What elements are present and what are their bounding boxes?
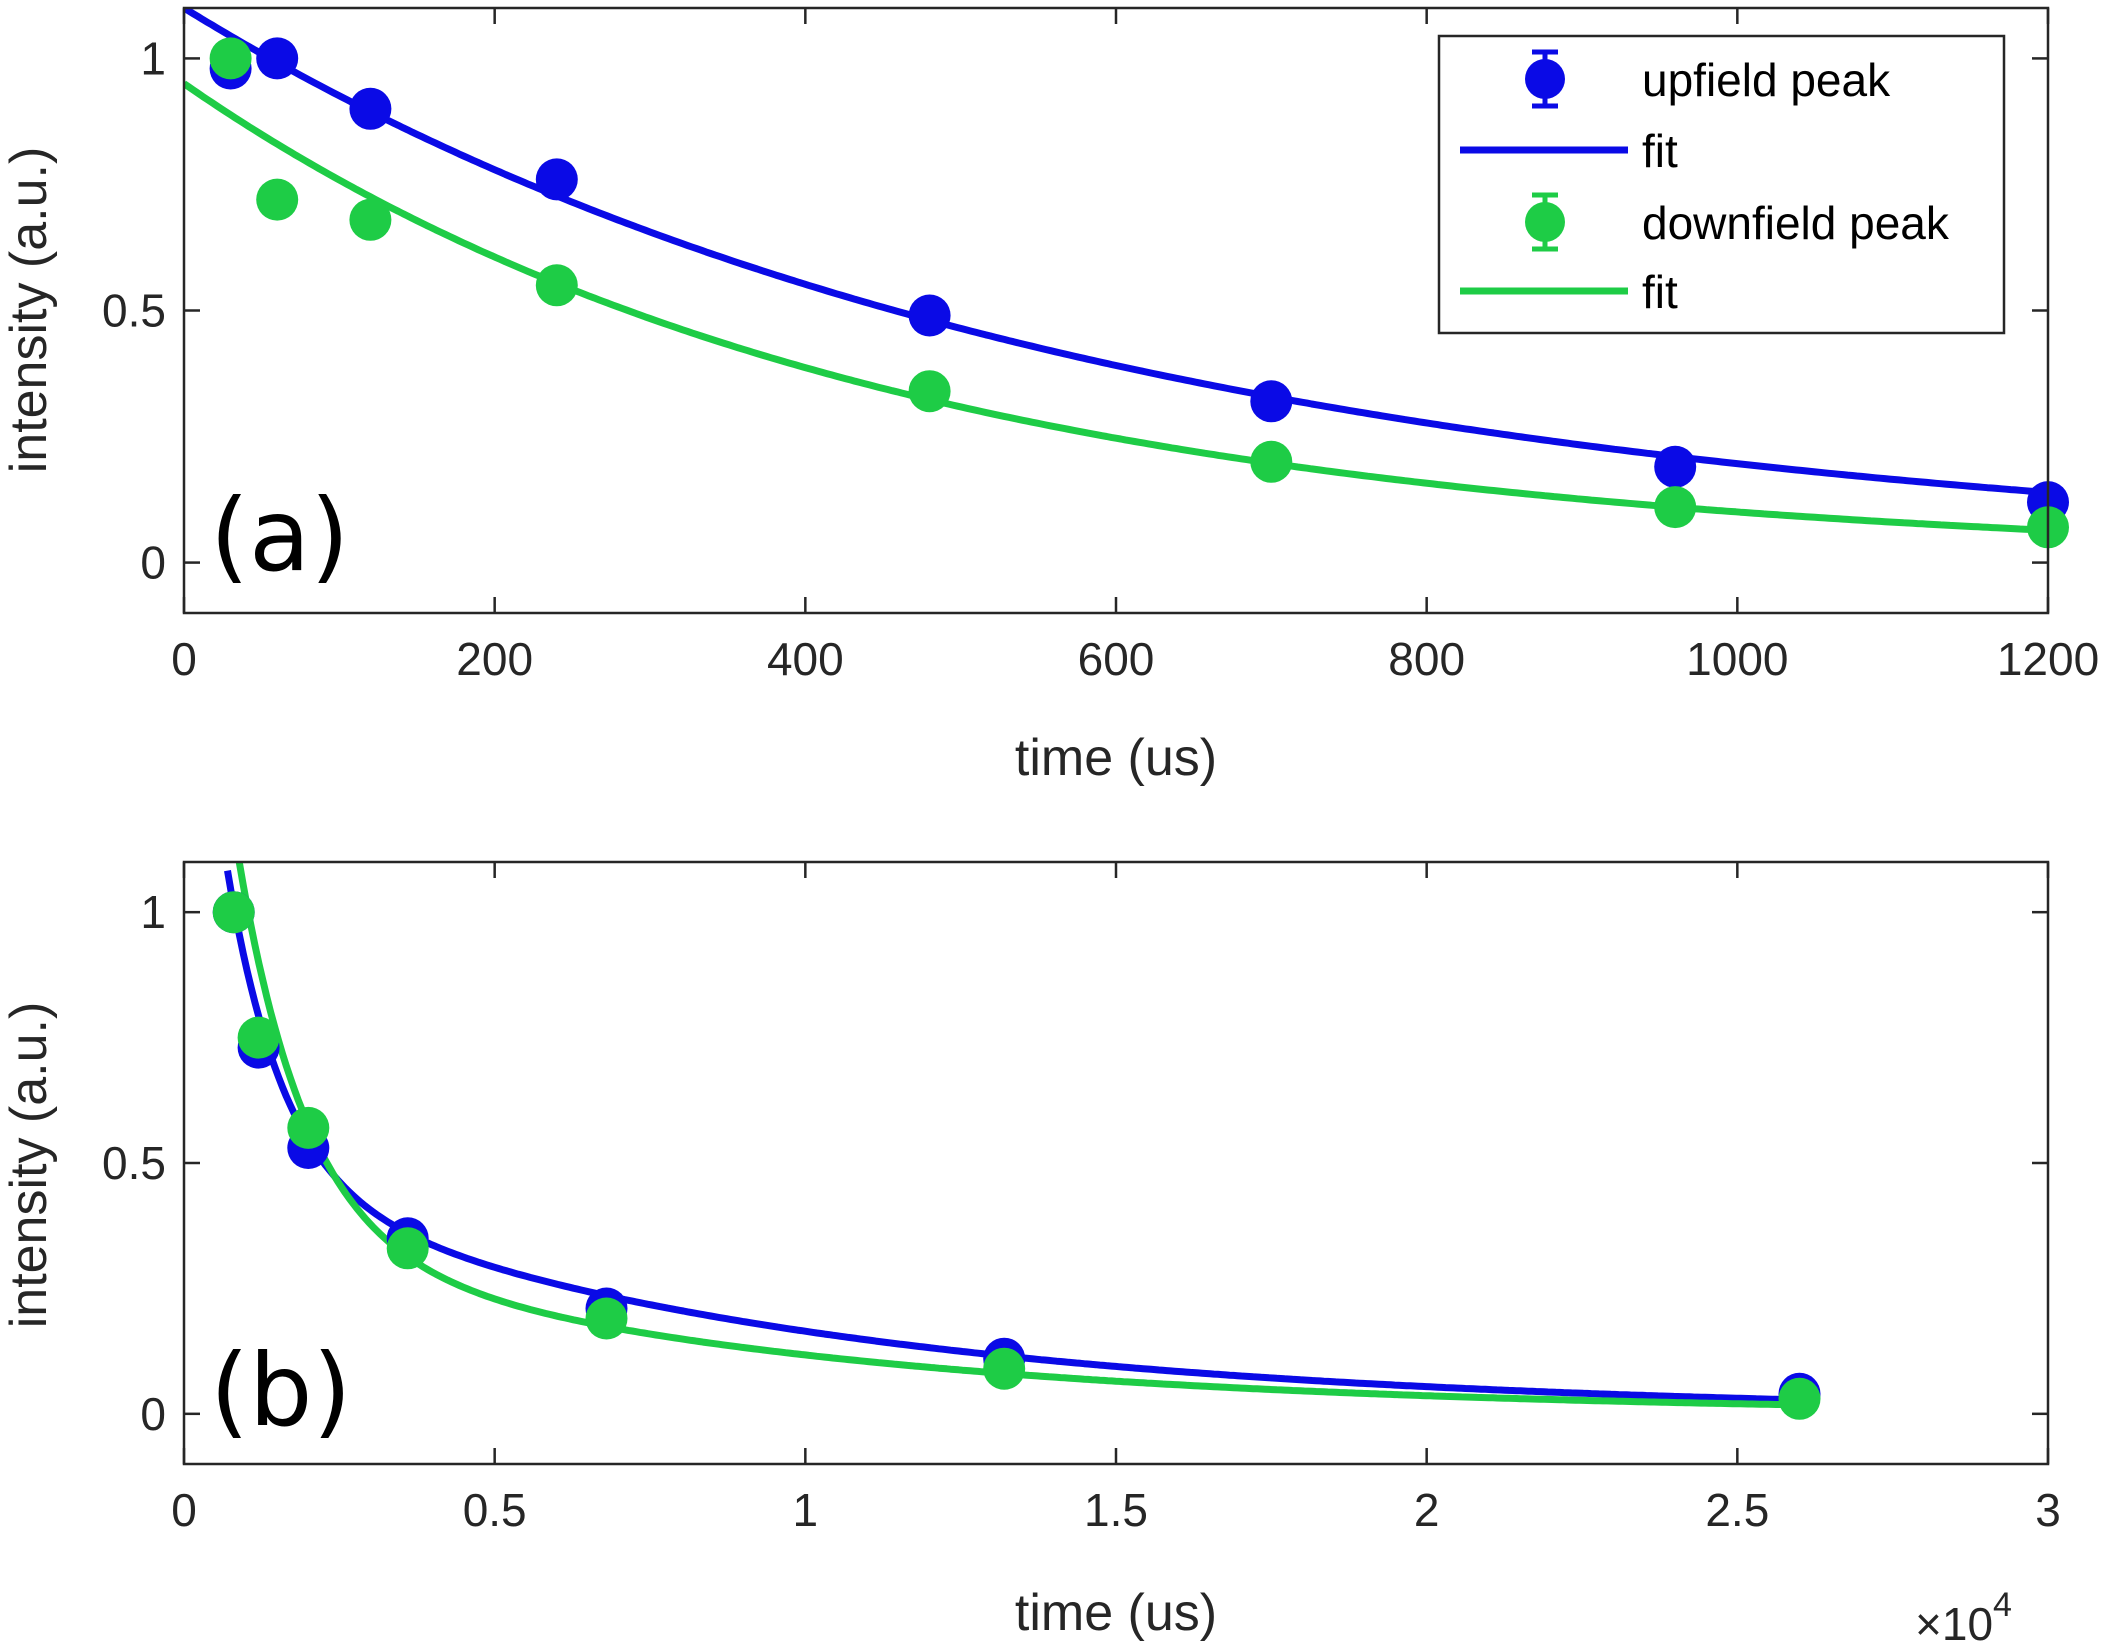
ticks-b: 0 0.5 1 1.5 2 2.5 3 0 0.5 1 <box>102 862 2061 1536</box>
x-tick-label: 800 <box>1388 633 1465 685</box>
chart-panel-b: 0 0.5 1 1.5 2 2.5 3 0 0.5 1 time (us) intensity (… <box>0 860 2061 1643</box>
y-tick-label: 0.5 <box>102 1137 166 1189</box>
x-tick-label: 200 <box>456 633 533 685</box>
data-point-downfield <box>212 891 255 934</box>
x-tick-label: 400 <box>767 633 844 685</box>
x-tick-label: 3 <box>2035 1484 2061 1536</box>
chart-panel-a: 0 200 400 600 800 1000 1200 0 0.5 1 time (us) int… <box>0 6 2099 787</box>
fit-line-upfield <box>184 8 2048 496</box>
data-point-downfield <box>535 264 578 307</box>
y-tick-label: 1 <box>140 886 166 938</box>
legend-label-upfield: upfield peak <box>1642 54 1891 106</box>
fit-line-downfield <box>184 80 2048 534</box>
x-tick-label: 2.5 <box>1705 1484 1769 1536</box>
x-axis-multiplier: ×104 <box>1915 1586 2012 1643</box>
x-axis-multiplier-exponent: 4 <box>1993 1586 2012 1624</box>
data-point-downfield <box>256 178 299 221</box>
legend-label-fit-2: fit <box>1642 266 1678 318</box>
data-point-downfield <box>983 1347 1026 1390</box>
data-point-downfield <box>585 1297 628 1340</box>
y-tick-label: 0.5 <box>102 285 166 337</box>
data-points-a <box>209 37 2069 549</box>
data-point-upfield <box>908 294 951 337</box>
x-axis-title-a: time (us) <box>1015 729 1217 787</box>
data-point-downfield <box>349 198 392 241</box>
data-point-upfield <box>1250 380 1293 423</box>
x-tick-label: 0 <box>171 1484 197 1536</box>
panel-label-b: (b) <box>210 1332 352 1449</box>
x-tick-label: 1000 <box>1686 633 1788 685</box>
x-tick-label: 1.5 <box>1084 1484 1148 1536</box>
x-tick-label: 600 <box>1078 633 1155 685</box>
x-tick-label: 0.5 <box>463 1484 527 1536</box>
fit-curves-a <box>184 8 2048 534</box>
x-tick-label: 1 <box>793 1484 819 1536</box>
y-axis-title-b: intensity (a.u.) <box>0 1002 58 1329</box>
data-point-downfield <box>908 370 951 413</box>
data-point-upfield <box>535 158 578 201</box>
legend-label-downfield: downfield peak <box>1642 197 1950 249</box>
data-point-downfield <box>1250 440 1293 483</box>
data-point-downfield <box>1778 1377 1821 1420</box>
data-point-downfield <box>1654 486 1697 529</box>
legend-label-fit-1: fit <box>1642 125 1678 177</box>
x-tick-label: 1200 <box>1997 633 2099 685</box>
data-point-upfield <box>256 37 299 80</box>
panel-label-a: (a) <box>210 477 349 594</box>
y-tick-label: 0 <box>140 1388 166 1440</box>
data-point-downfield <box>287 1106 330 1149</box>
x-tick-label: 0 <box>171 633 197 685</box>
data-point-downfield <box>209 37 252 80</box>
x-axis-title-b: time (us) <box>1015 1584 1217 1642</box>
data-point-downfield <box>237 1016 280 1059</box>
y-tick-label: 1 <box>140 32 166 84</box>
data-point-downfield <box>386 1227 429 1270</box>
y-axis-title-a: intensity (a.u.) <box>0 147 58 474</box>
legend: upfield peak fit downfield peak fit <box>1437 34 2006 335</box>
data-point-upfield <box>1654 445 1697 488</box>
ticks-a: 0 200 400 600 800 1000 1200 0 0.5 1 <box>102 8 2099 685</box>
x-axis-multiplier-base: ×10 <box>1915 1598 1993 1643</box>
data-points-b <box>212 891 1821 1420</box>
data-point-upfield <box>349 87 392 130</box>
legend-marker-upfield <box>1525 59 1565 99</box>
legend-marker-downfield <box>1525 202 1565 242</box>
x-tick-label: 2 <box>1414 1484 1440 1536</box>
y-tick-label: 0 <box>140 537 166 589</box>
